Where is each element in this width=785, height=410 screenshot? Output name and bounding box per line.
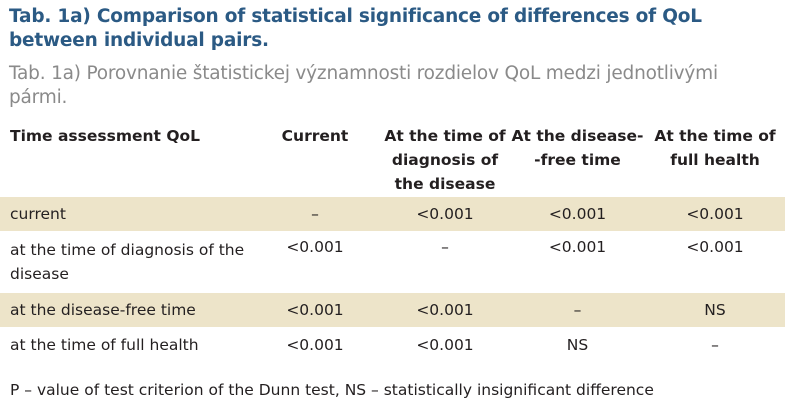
header-time-assessment: Time assessment QoL: [0, 122, 250, 197]
table-footnote: P – value of test criterion of the Dunn …: [10, 378, 654, 402]
table-cell: –: [250, 197, 380, 231]
table-title-english: Tab. 1a) Comparison of statistical signi…: [9, 5, 779, 53]
significance-table: Time assessment QoL Current At the time …: [0, 122, 785, 362]
table-cell: <0.001: [250, 231, 380, 293]
table-cell: <0.001: [380, 197, 510, 231]
header-disease-free: At the disease--free time: [510, 122, 645, 197]
table-cell: <0.001: [645, 197, 785, 231]
table-row: at the time of full health <0.001 <0.001…: [0, 327, 785, 362]
table-row: at the disease-free time <0.001 <0.001 –…: [0, 293, 785, 327]
table-cell: <0.001: [250, 293, 380, 327]
table-cell: <0.001: [250, 327, 380, 362]
table-title-slovak: Tab. 1a) Porovnanie štatistickej významn…: [9, 62, 779, 110]
table-cell: NS: [645, 293, 785, 327]
header-full-health: At the time of full health: [645, 122, 785, 197]
table-cell: <0.001: [645, 231, 785, 293]
table-cell: NS: [510, 327, 645, 362]
row-label: at the disease-free time: [0, 293, 250, 327]
row-label: at the time of full health: [0, 327, 250, 362]
table-cell: –: [380, 231, 510, 293]
table-cell: <0.001: [510, 197, 645, 231]
header-current: Current: [250, 122, 380, 197]
table-header-row: Time assessment QoL Current At the time …: [0, 122, 785, 197]
table-cell: –: [510, 293, 645, 327]
table-cell: <0.001: [380, 327, 510, 362]
table-cell: <0.001: [510, 231, 645, 293]
row-label: current: [0, 197, 250, 231]
row-label: at the time of diagnosis of the disease: [0, 231, 250, 293]
table-cell: –: [645, 327, 785, 362]
table-row: current – <0.001 <0.001 <0.001: [0, 197, 785, 231]
table-cell: <0.001: [380, 293, 510, 327]
header-diagnosis: At the time of diagnosis of the disease: [380, 122, 510, 197]
table-row: at the time of diagnosis of the disease …: [0, 231, 785, 293]
